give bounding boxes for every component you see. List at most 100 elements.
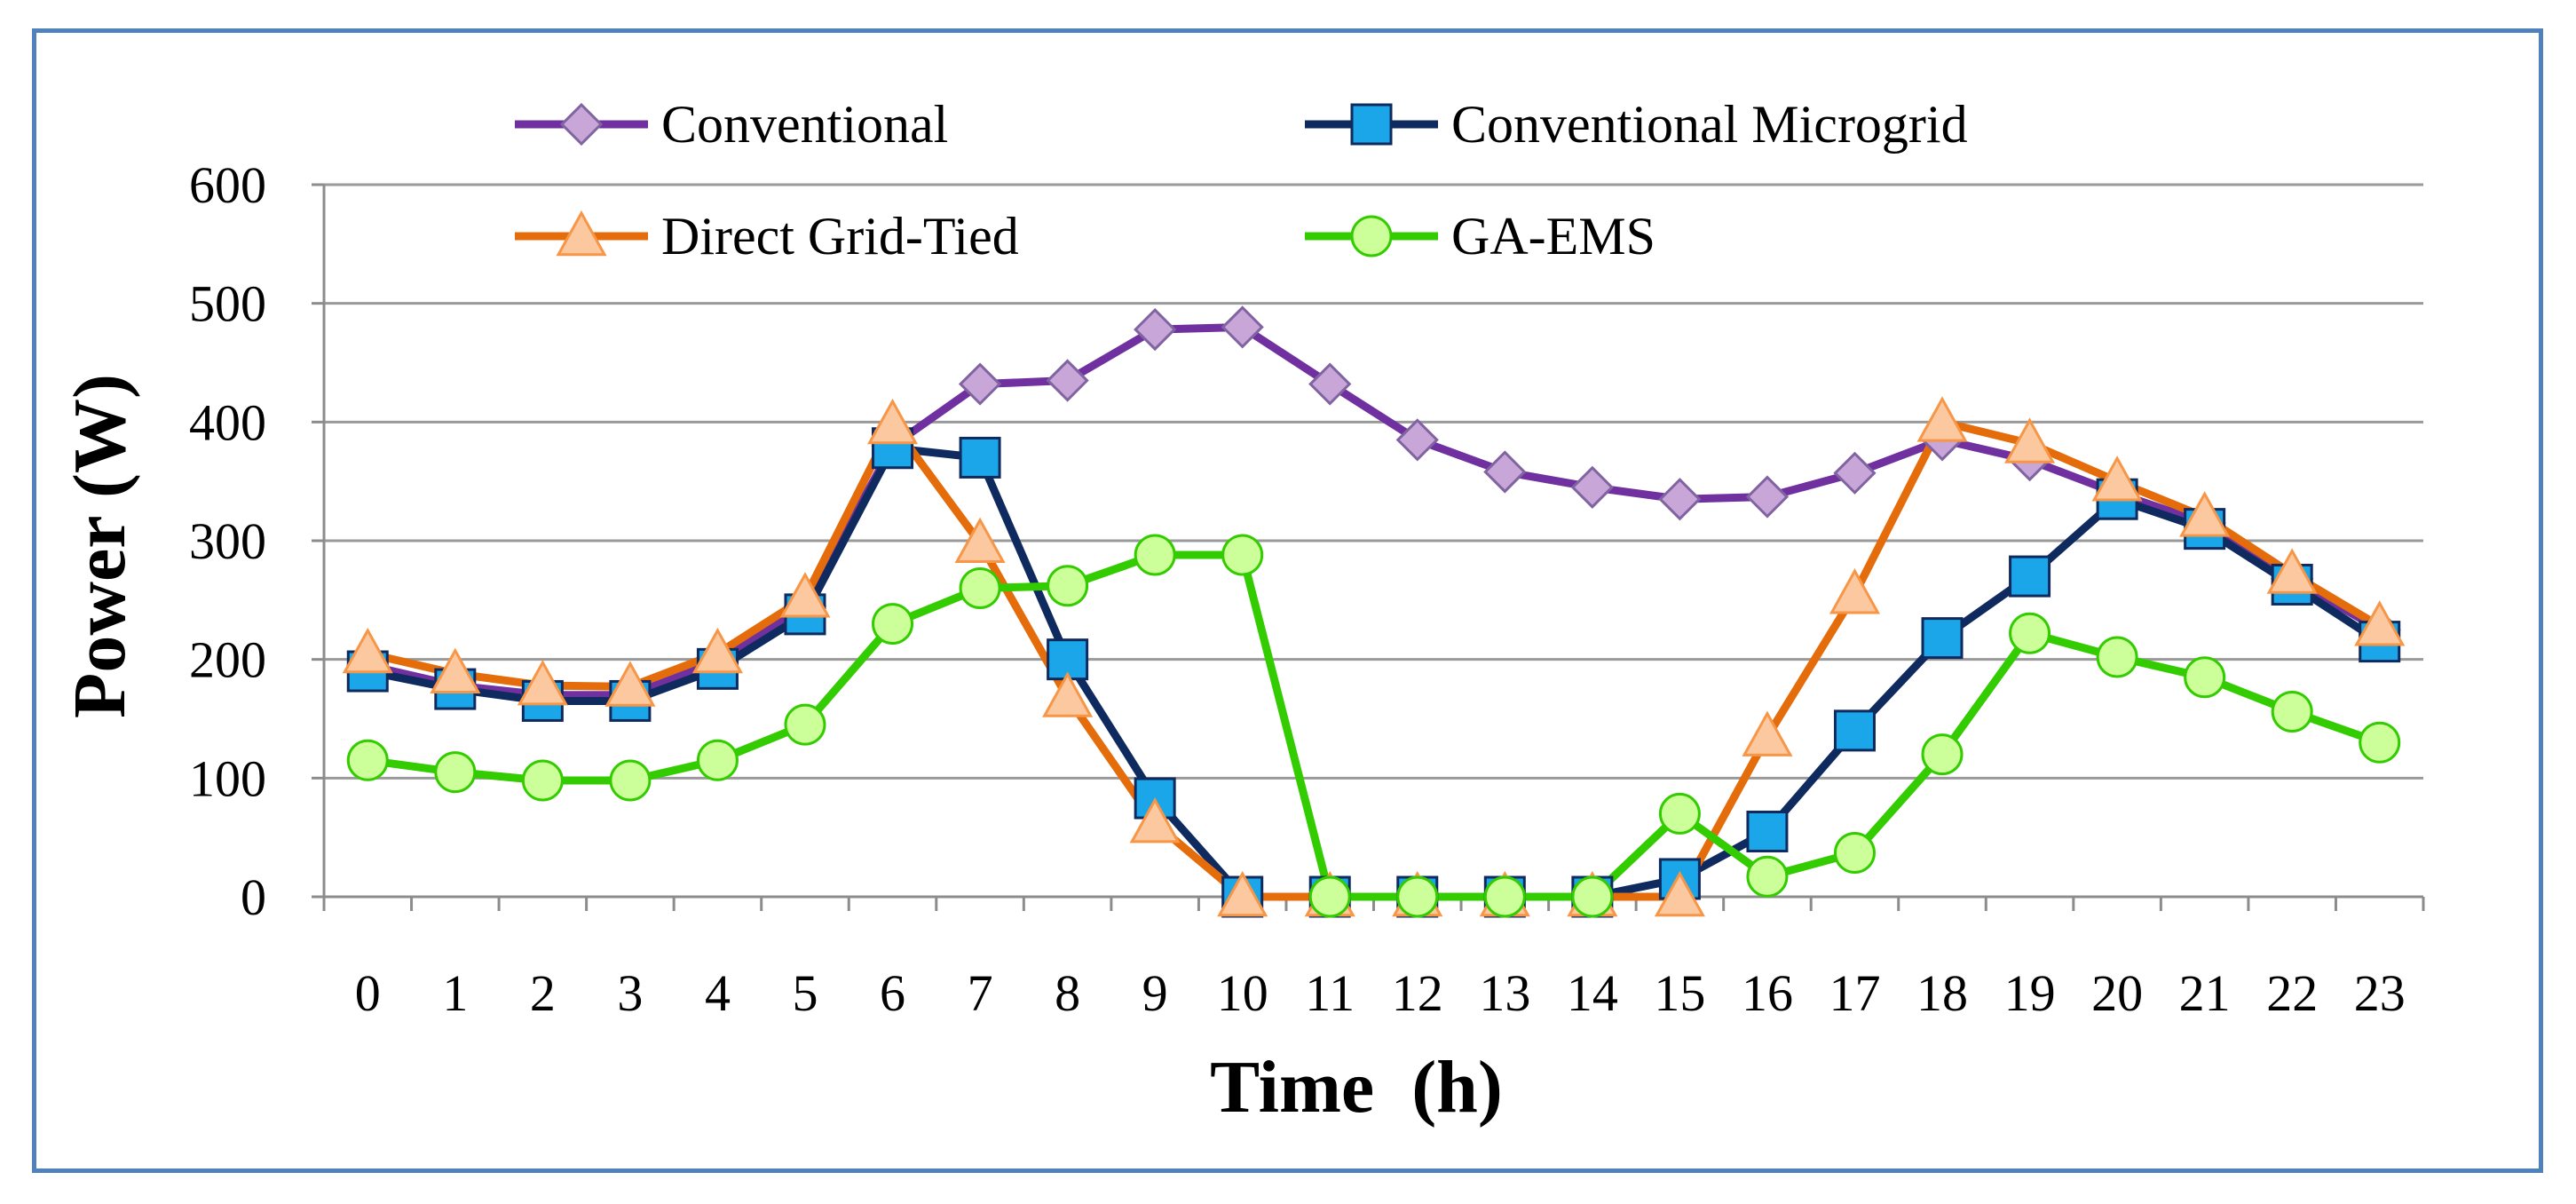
- x-tick-label: 9: [1142, 964, 1168, 1022]
- legend-item-ga-ems: GA-EMS: [1305, 207, 1655, 265]
- x-tick-label: 8: [1055, 964, 1080, 1022]
- series-markers-direct-grid-tied: [342, 396, 2406, 917]
- y-tick-label: 500: [189, 275, 266, 333]
- data-point-ga-ems: [609, 759, 652, 802]
- data-point-direct-grid-tied: [2354, 600, 2406, 646]
- x-tick-label: 12: [1392, 964, 1443, 1022]
- data-point-ga-ems: [696, 739, 739, 781]
- data-point-direct-grid-tied: [2179, 491, 2231, 537]
- x-tick-label: 3: [617, 964, 643, 1022]
- data-point-direct-grid-tied: [779, 572, 831, 618]
- legend-label: GA-EMS: [1451, 207, 1655, 265]
- x-tick-label: 17: [1829, 964, 1880, 1022]
- data-point-conventional: [1658, 478, 1702, 521]
- data-point-conventional: [1483, 450, 1527, 494]
- data-point-ga-ems: [1047, 565, 1089, 607]
- data-point-direct-grid-tied: [691, 627, 743, 674]
- data-point-conventional: [1570, 465, 1614, 509]
- series-lines: [367, 322, 2382, 901]
- data-point-conventional: [1221, 305, 1264, 349]
- legend-swatch-marker: [1350, 103, 1393, 146]
- data-point-direct-grid-tied: [517, 659, 568, 706]
- data-point-direct-grid-tied: [954, 517, 1006, 563]
- data-point-direct-grid-tied: [1654, 870, 1705, 917]
- legend-swatch-marker: [559, 102, 604, 147]
- x-tick-label: 22: [2266, 964, 2318, 1022]
- y-tick-label: 100: [189, 749, 266, 807]
- series-markers: [342, 305, 2406, 918]
- data-point-ga-ems: [2184, 656, 2226, 699]
- data-point-ga-ems: [2359, 721, 2401, 764]
- data-point-ga-ems: [784, 703, 826, 746]
- x-tick-label: 18: [1916, 964, 1968, 1022]
- data-point-ga-ems: [2009, 612, 2051, 654]
- data-point-ga-ems: [1571, 875, 1614, 918]
- x-tick-label: 13: [1479, 964, 1530, 1022]
- data-point-ga-ems: [1396, 875, 1439, 918]
- legend-label: Direct Grid-Tied: [661, 207, 1019, 265]
- data-point-direct-grid-tied: [1129, 797, 1181, 844]
- data-point-direct-grid-tied: [1742, 710, 1793, 756]
- x-tick-label: 14: [1567, 964, 1618, 1022]
- x-tick-label: 10: [1217, 964, 1268, 1022]
- data-point-direct-grid-tied: [866, 398, 919, 445]
- data-point-conventional-microgrid: [1921, 617, 1964, 660]
- x-tick-label: 0: [355, 964, 381, 1022]
- x-tick-label: 7: [968, 964, 993, 1022]
- data-point-ga-ems: [1134, 534, 1176, 576]
- x-tick-label: 11: [1305, 964, 1355, 1022]
- legend: Conventional Conventional Microgrid Direct…: [515, 95, 1968, 265]
- data-point-conventional-microgrid: [2009, 555, 2051, 598]
- data-point-direct-grid-tied: [2266, 548, 2318, 594]
- data-point-direct-grid-tied: [342, 627, 393, 674]
- legend-swatch-marker: [556, 210, 607, 257]
- series-markers-conventional-microgrid: [346, 427, 2401, 918]
- data-point-ga-ems: [1833, 832, 1876, 875]
- data-point-ga-ems: [1483, 875, 1526, 918]
- x-tick-label: 6: [880, 964, 905, 1022]
- data-point-ga-ems: [346, 739, 389, 781]
- data-point-ga-ems: [959, 566, 1001, 609]
- x-tick-label: 15: [1654, 964, 1705, 1022]
- data-point-conventional: [1134, 307, 1177, 352]
- data-point-conventional: [958, 362, 1002, 406]
- data-point-conventional-microgrid: [1746, 810, 1789, 852]
- x-tick-label: 19: [2004, 964, 2056, 1022]
- series-line-conventional: [367, 322, 2382, 700]
- data-point-direct-grid-tied: [2004, 417, 2056, 463]
- data-point-conventional: [1833, 451, 1877, 495]
- data-point-direct-grid-tied: [2091, 455, 2143, 502]
- data-point-ga-ems: [1921, 733, 1964, 776]
- x-tick-label: 23: [2354, 964, 2406, 1022]
- series-line-ga-ems: [367, 551, 2382, 901]
- x-tick-label: 21: [2179, 964, 2231, 1022]
- data-point-conventional-microgrid: [1833, 709, 1876, 752]
- data-point-ga-ems: [1221, 534, 1264, 576]
- data-point-ga-ems: [1308, 875, 1351, 918]
- data-point-ga-ems: [872, 603, 914, 646]
- x-tick-label: 5: [792, 964, 818, 1022]
- legend-item-conventional: Conventional: [515, 95, 948, 154]
- x-axis-title: Time (h): [1210, 1046, 1503, 1129]
- x-tick-label: 1: [442, 964, 468, 1022]
- y-tick-label: 400: [189, 393, 266, 451]
- data-point-direct-grid-tied: [1916, 396, 1968, 442]
- data-point-ga-ems: [1746, 855, 1789, 898]
- gridlines: [324, 183, 2423, 780]
- data-point-ga-ems: [2096, 636, 2138, 678]
- data-point-direct-grid-tied: [430, 647, 481, 694]
- x-tick-label: 4: [705, 964, 731, 1022]
- data-point-conventional: [1046, 359, 1089, 402]
- legend-label: Conventional: [661, 95, 948, 154]
- y-tick-label: 300: [189, 512, 266, 570]
- legend-swatch-marker: [1350, 215, 1393, 257]
- data-point-conventional-microgrid: [959, 436, 1001, 479]
- x-tick-label: 2: [530, 964, 556, 1022]
- data-point-conventional: [1745, 475, 1790, 519]
- data-point-ga-ems: [2271, 690, 2313, 733]
- data-point-ga-ems: [434, 751, 477, 794]
- data-point-ga-ems: [1658, 792, 1701, 835]
- y-tick-label: 600: [189, 156, 266, 214]
- data-point-conventional: [1395, 418, 1439, 462]
